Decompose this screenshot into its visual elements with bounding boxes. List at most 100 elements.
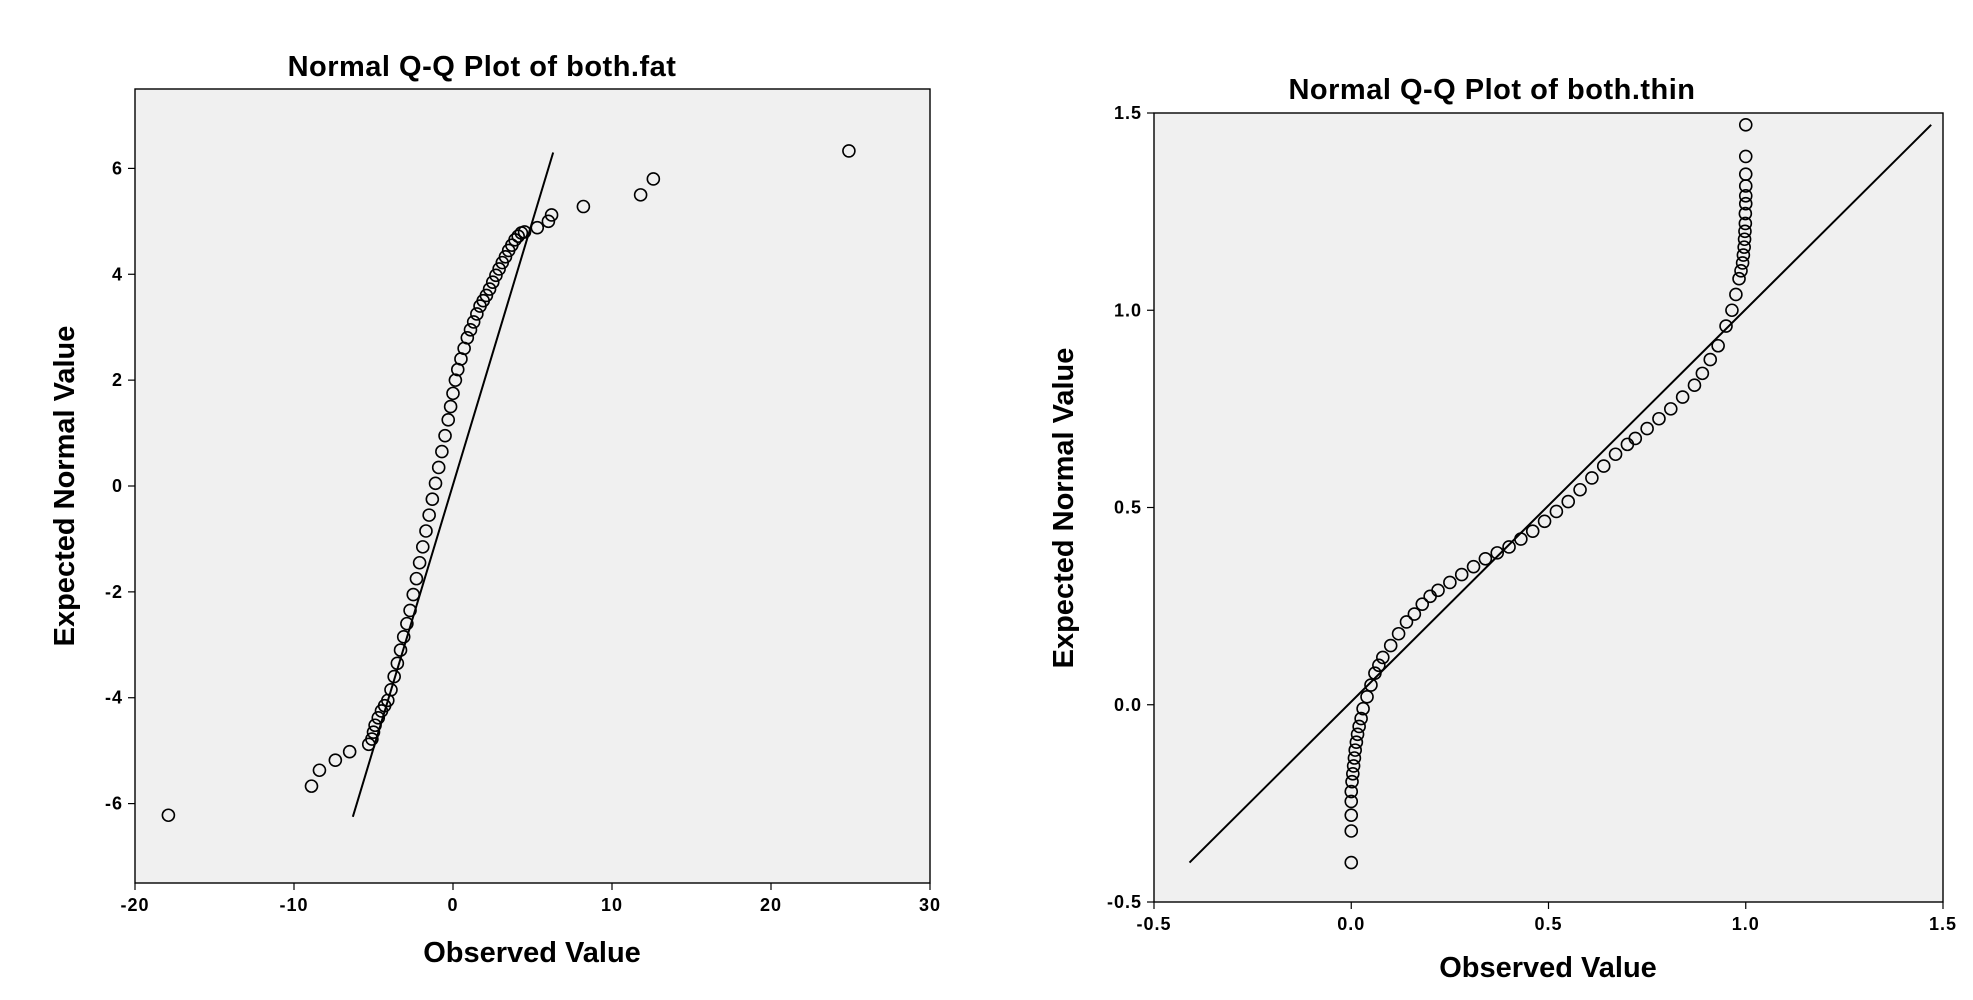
data-point: [1431, 583, 1445, 598]
data-point: [482, 282, 497, 296]
data-point: [396, 630, 411, 644]
data-point: [1344, 855, 1359, 870]
data-point: [161, 808, 176, 823]
data-point: [1737, 240, 1751, 254]
data-point: [1525, 524, 1540, 538]
data-point: [1346, 766, 1360, 781]
data-point: [312, 763, 327, 778]
data-point: [403, 603, 417, 618]
data-point: [1695, 366, 1710, 381]
data-point: [1687, 378, 1702, 393]
data-point: [1652, 411, 1666, 426]
data-point: [328, 753, 343, 767]
data-point: [1391, 626, 1406, 641]
x-tick-label: 30: [919, 895, 941, 915]
data-point: [419, 524, 433, 538]
x-axis: -0.5 0.0 0.5 1.0 1.5: [1136, 902, 1957, 934]
data-point: [1352, 719, 1366, 734]
data-point: [1725, 303, 1739, 318]
data-point: [387, 669, 401, 684]
x-tick-label: -20: [120, 895, 149, 915]
data-points-layer: [1344, 118, 1753, 870]
y-axis: -6 -4 -2 0 2 4 6: [105, 158, 135, 814]
y-tick-label: 1.0: [1114, 300, 1142, 320]
data-point: [1732, 271, 1746, 286]
data-point: [1454, 567, 1469, 582]
y-tick-label: 6: [112, 158, 123, 178]
data-point: [1729, 287, 1743, 302]
y-tick-label: 4: [112, 264, 123, 284]
data-point: [368, 718, 382, 733]
x-tick-label: -10: [279, 895, 308, 915]
data-point: [1399, 615, 1414, 629]
chart-title: Normal Q-Q Plot of both.thin: [1288, 74, 1695, 106]
data-point: [1372, 658, 1386, 673]
data-point: [1537, 514, 1552, 529]
plot-area: [134, 88, 931, 884]
y-tick-label: 2: [112, 370, 123, 390]
data-point: [1344, 824, 1359, 838]
data-point: [1364, 678, 1378, 692]
data-point: [1585, 471, 1599, 485]
y-tick-label: -4: [105, 688, 123, 708]
data-point: [460, 330, 475, 345]
data-point: [1344, 784, 1359, 799]
x-tick-label: -0.5: [1136, 914, 1171, 934]
x-tick-label: 10: [601, 895, 623, 915]
data-point: [530, 220, 545, 235]
data-point: [1346, 759, 1361, 773]
data-point: [304, 779, 319, 793]
data-point: [1549, 504, 1564, 519]
data-point: [1738, 216, 1753, 231]
data-point: [1596, 459, 1611, 473]
data-point: [576, 199, 591, 214]
y-axis-label: Expected Normal Value: [1048, 348, 1080, 669]
data-point: [1738, 206, 1753, 221]
data-point: [470, 307, 484, 321]
data-point: [1490, 546, 1505, 560]
data-point: [422, 508, 436, 522]
x-tick-label: 1.5: [1929, 914, 1957, 934]
y-tick-label: -6: [105, 794, 123, 814]
data-point: [1703, 352, 1718, 367]
data-point: [415, 540, 430, 554]
x-axis: -20 -10 0 10 20 30: [120, 883, 941, 915]
data-point: [384, 682, 398, 697]
data-point: [342, 744, 357, 759]
data-point: [1738, 118, 1753, 132]
data-point: [1350, 727, 1365, 742]
y-tick-label: 0.5: [1114, 498, 1142, 518]
y-tick-label: 0.0: [1114, 695, 1142, 715]
x-tick-label: 0: [447, 895, 458, 915]
data-point: [479, 288, 494, 303]
data-point: [393, 643, 408, 657]
data-point: [390, 656, 405, 671]
y-tick-label: -2: [105, 582, 123, 602]
x-tick-label: 1.0: [1732, 914, 1760, 934]
data-point: [1608, 447, 1623, 462]
y-axis: -0.5 0.0 0.5 1.0 1.5: [1107, 103, 1154, 912]
data-point: [517, 225, 532, 239]
data-point: [1415, 597, 1430, 611]
data-point: [1466, 559, 1481, 574]
reference-line: [1188, 124, 1932, 864]
data-point: [633, 188, 648, 202]
x-tick-label: 0.5: [1534, 914, 1562, 934]
x-axis-label: Observed Value: [423, 937, 641, 969]
data-point: [646, 172, 661, 186]
qq-plot-both-fat: Normal Q-Q Plot of both.fat -20 -10 0 10 20 3…: [49, 51, 941, 969]
x-tick-label: 20: [760, 895, 782, 915]
data-point: [412, 555, 427, 570]
y-tick-label: -0.5: [1107, 892, 1142, 912]
data-point: [406, 587, 421, 602]
data-point: [463, 323, 478, 337]
data-points-layer: [161, 144, 856, 823]
data-point: [1738, 189, 1753, 203]
data-point: [1347, 751, 1362, 765]
data-point: [842, 144, 856, 158]
data-point: [1407, 607, 1422, 621]
data-point: [428, 476, 443, 491]
data-point: [441, 413, 456, 427]
data-point: [1734, 263, 1748, 278]
